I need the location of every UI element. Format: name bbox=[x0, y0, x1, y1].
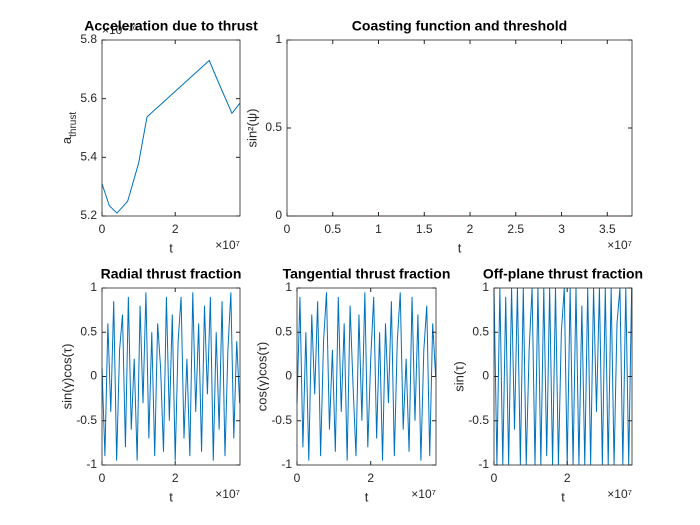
y-tick-label: 0.5 bbox=[265, 120, 282, 134]
y-axis-label: athrust bbox=[59, 112, 79, 144]
x-tick-label: 0 bbox=[294, 471, 301, 485]
x-exponent: ×10⁷ bbox=[607, 238, 632, 252]
y-tick-label: 0 bbox=[285, 369, 292, 383]
y-axis-label-part: a bbox=[59, 136, 74, 144]
x-tick-label: 2 bbox=[564, 471, 571, 485]
x-tick-label: 1 bbox=[375, 222, 382, 236]
y-tick-label: 0 bbox=[90, 369, 97, 383]
x-exponent: ×10⁷ bbox=[607, 487, 632, 501]
y-tick-label: 5.6 bbox=[80, 91, 97, 105]
y-tick-label: -0.5 bbox=[468, 413, 489, 427]
x-tick-label: 0 bbox=[491, 471, 498, 485]
y-tick-label: 0 bbox=[275, 208, 282, 222]
x-tick-label: 2 bbox=[467, 222, 474, 236]
chart-title: Off-plane thrust fraction bbox=[483, 266, 643, 282]
x-axis-label: t bbox=[169, 489, 173, 504]
y-tick-label: 0.5 bbox=[472, 324, 489, 338]
y-tick-label: 0.5 bbox=[80, 324, 97, 338]
chart-title: Tangential thrust fraction bbox=[283, 266, 451, 282]
x-axis-label: t bbox=[458, 240, 462, 255]
data-line bbox=[296, 292, 437, 461]
y-exponent: ×10⁻¹⁰ bbox=[102, 23, 138, 37]
x-exponent: ×10⁷ bbox=[215, 487, 240, 501]
data-line bbox=[101, 292, 241, 461]
x-exponent: ×10⁷ bbox=[411, 487, 436, 501]
x-axis-label: t bbox=[561, 489, 565, 504]
data-line bbox=[101, 59, 241, 214]
x-tick-label: 2 bbox=[172, 471, 179, 485]
x-tick-label: 0 bbox=[99, 471, 106, 485]
chart-title: Radial thrust fraction bbox=[101, 266, 242, 282]
axes-box bbox=[101, 39, 241, 217]
x-tick-label: 2 bbox=[172, 222, 179, 236]
y-tick-label: -0.5 bbox=[76, 413, 97, 427]
y-axis-label: sin(τ) bbox=[451, 361, 466, 391]
y-tick-label: -1 bbox=[86, 457, 97, 471]
y-axis-label: sin²(ψ) bbox=[244, 109, 259, 148]
x-tick-label: 0 bbox=[99, 222, 106, 236]
y-tick-label: 1 bbox=[90, 280, 97, 294]
y-tick-label: -1 bbox=[478, 457, 489, 471]
y-tick-label: 5.2 bbox=[80, 208, 97, 222]
data-line bbox=[493, 287, 633, 466]
chart-title: Coasting function and threshold bbox=[352, 18, 567, 34]
plot-area bbox=[287, 40, 632, 216]
y-tick-label: -0.5 bbox=[271, 413, 292, 427]
y-axis-label: sin(γ)cos(τ) bbox=[59, 344, 74, 410]
y-tick-label: -1 bbox=[281, 457, 292, 471]
y-tick-label: 1 bbox=[285, 280, 292, 294]
x-tick-label: 3 bbox=[558, 222, 565, 236]
x-axis-label: t bbox=[169, 240, 173, 255]
x-tick-label: 2.5 bbox=[507, 222, 524, 236]
y-axis-label: cos(γ)cos(τ) bbox=[254, 342, 269, 411]
y-tick-label: 5.8 bbox=[80, 32, 97, 46]
x-tick-label: 2 bbox=[367, 471, 374, 485]
y-axis-label-part: thrust bbox=[68, 112, 79, 137]
y-tick-label: 1 bbox=[482, 280, 489, 294]
y-tick-label: 5.4 bbox=[80, 150, 97, 164]
plot-area bbox=[102, 40, 240, 216]
x-axis-label: t bbox=[365, 489, 369, 504]
x-tick-label: 0 bbox=[284, 222, 291, 236]
x-exponent: ×10⁷ bbox=[215, 238, 240, 252]
chart-title: Acceleration due to thrust bbox=[84, 18, 258, 34]
y-tick-label: 0.5 bbox=[275, 324, 292, 338]
y-tick-label: 0 bbox=[482, 369, 489, 383]
x-tick-label: 3.5 bbox=[599, 222, 616, 236]
x-tick-label: 1.5 bbox=[416, 222, 433, 236]
y-tick-label: 1 bbox=[275, 32, 282, 46]
x-tick-label: 0.5 bbox=[324, 222, 341, 236]
